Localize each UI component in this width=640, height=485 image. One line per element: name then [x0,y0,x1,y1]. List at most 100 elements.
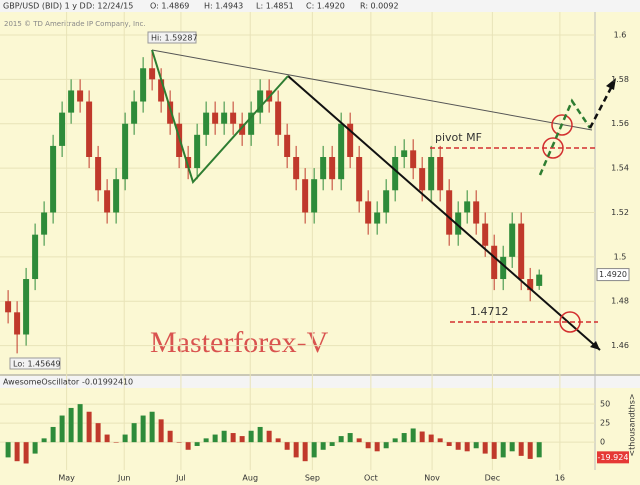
candle-body [239,123,246,135]
hi-box [147,31,197,44]
candle-body [68,90,75,113]
candle-body [374,212,381,224]
bar [509,442,515,452]
bar [68,407,74,443]
bar [104,434,110,443]
bar [140,415,146,443]
candle-body [293,157,300,180]
x-tick-label: May [58,474,75,483]
x-tick-label: Jun [117,474,131,483]
candle-body [230,112,237,124]
bar [149,411,155,443]
candle-body [221,112,228,124]
bar [491,442,497,459]
x-tick-label: Jul [175,474,186,483]
bar [59,415,65,443]
candle-body [527,279,534,291]
oscillator-param: 0 [128,378,133,387]
bar [401,433,407,443]
candle-body [482,223,489,246]
candle-body [428,157,435,191]
trendline [151,49,593,131]
bar [338,436,344,443]
candle-body [131,101,138,124]
bar [293,442,299,458]
candle-body [41,212,48,235]
candle-body [464,201,471,213]
bar [302,442,308,462]
y-tick-label: 1.46 [611,341,629,350]
y-tick-label: 1.6 [614,30,627,39]
bar [257,426,263,443]
bar [266,430,272,443]
candle-body [203,112,210,135]
candle-body [140,68,147,102]
candle-body [212,112,219,124]
bar [95,423,101,443]
open: O: 1.4869 [150,2,189,11]
candle-body [338,123,345,180]
candle-body [446,190,453,235]
candle-body [356,157,363,202]
range: R: 0.0092 [360,2,399,11]
y-tick-label: 1.54 [611,164,629,173]
last-price-box [596,268,630,282]
candle-body [23,279,30,335]
bar [167,430,173,443]
candle-body [167,101,174,124]
bar [14,442,20,462]
bar [5,442,11,458]
y-tick-label: 1.5 [614,252,627,261]
copyright: 2015 © TD Ameritrade IP Company, Inc. [4,20,146,28]
bar [194,442,200,446]
candle-body [248,112,255,135]
symbol: GBP/USD (BID) 1 y D [3,2,86,11]
last-price: 1.4920 [599,270,627,279]
x-tick-label: Dec [485,474,500,483]
candle-body [158,79,165,102]
candle-body [410,150,417,169]
bar [212,434,218,443]
candle-body [347,123,354,157]
bar [482,442,488,454]
bar [113,442,119,443]
bar [428,434,434,443]
candle-body [320,157,327,180]
bar [473,442,479,449]
last-value: -19.924 [598,453,629,462]
header-bar [0,0,640,12]
candle-body [5,301,12,313]
bar [320,442,326,450]
marker-circle [551,114,573,136]
annotations [151,49,616,351]
low: L: 1.4851 [256,2,294,11]
candle-body [302,179,309,213]
bar [383,442,389,449]
high: H: 1.4943 [204,2,243,11]
candle-body [275,101,282,135]
bar [365,442,371,449]
y-tick-label: 50 [600,400,610,409]
bar [518,442,524,456]
candle-body [329,157,336,180]
y-tick-label: 1.48 [611,297,629,306]
watermark: Masterforex-V [150,326,329,359]
candle-body [32,234,39,280]
y-tick-label: 1.52 [611,208,629,217]
candle-body [50,145,57,213]
candle-body [284,134,291,157]
y-tick-label: 1.56 [611,119,629,128]
bar [356,438,362,443]
lo-box [9,357,61,370]
candle-body [500,256,507,280]
candle-body [149,68,156,80]
bar [131,423,137,443]
x-tick-label: Sep [305,474,320,483]
candle-body [194,134,201,169]
candle-body [437,157,444,191]
bar [248,430,254,443]
candle-body [95,157,102,191]
candle-body [365,201,372,224]
candle-body [392,157,399,191]
